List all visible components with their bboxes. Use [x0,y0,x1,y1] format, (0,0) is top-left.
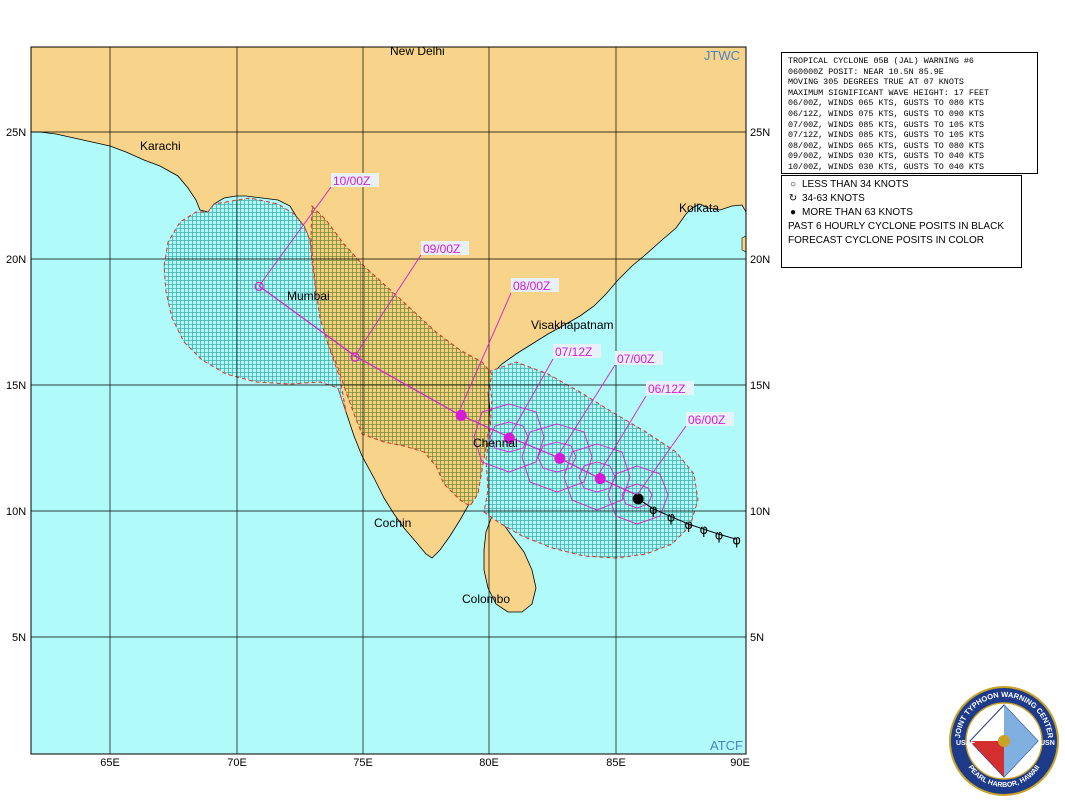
past-position-marker: φ [649,503,658,518]
city-label-colombo: Colombo [462,592,510,606]
warning-wind-line: 06/12Z, WINDS 075 KTS, GUSTS TO 090 KTS [788,108,985,119]
past-track-segment [653,508,672,518]
warning-info-box: TROPICAL CYCLONE 05B (JAL) WARNING #6 06… [781,52,1038,174]
lat-label: 25N [750,127,770,139]
lat-label: 20N [6,254,26,266]
legend-label: 34-63 KNOTS [802,193,865,204]
past-track: φφφ φ φ φ [637,498,741,548]
tropical-storm-icon: ↻ [788,193,798,204]
lon-label: 70E [227,757,247,769]
lat-label: 10N [6,506,26,518]
legend-item: ● MORE THAN 63 KNOTS [788,206,1015,220]
graticule [31,47,746,754]
danger-area-ocean [163,197,699,559]
past-position-marker: φ [715,528,724,543]
past-position-marker: φ [667,511,676,526]
lat-label: 5N [12,632,26,644]
svg-text:USN: USN [1040,740,1055,747]
city-label-kolkata: Kolkata [679,201,719,215]
warning-title: TROPICAL CYCLONE 05B (JAL) WARNING #6 [788,56,974,66]
city-label-chennai: Chennai [473,436,518,450]
forecast-label-09-00z: 09/00Z [423,242,460,256]
lat-label: 10N [750,506,770,518]
warning-wind-line: 07/00Z, WINDS 085 KTS, GUSTS TO 105 KTS [788,119,985,130]
jtwc-seal-logo: JOINT TYPHOON WARNING CENTER PEARL HARBO… [949,686,1059,796]
forecast-position-marker [455,409,467,421]
forecast-position-marker [503,432,515,444]
legend-box: ○ LESS THAN 34 KNOTS ↻ 34-63 KNOTS ● MOR… [781,175,1022,268]
forecast-label-08-00z: 08/00Z [513,279,550,293]
forecast-position-marker [350,352,360,362]
legend-label: MORE THAN 63 KNOTS [802,207,913,218]
lon-label: 75E [353,757,373,769]
open-circle-icon: ○ [789,179,797,190]
warning-wind-line: 08/00Z, WINDS 065 KTS, GUSTS TO 080 KTS [788,140,985,151]
lon-label: 85E [606,757,626,769]
legend-note-forecast: FORECAST CYCLONE POSITS IN COLOR [788,235,984,246]
warning-position: 060000Z POSIT: NEAR 10.5N 85.9E [788,66,944,77]
warning-wind-line: 07/12Z, WINDS 085 KTS, GUSTS TO 105 KTS [788,130,985,141]
lat-label: 15N [6,380,26,392]
lat-label: 25N [6,127,26,139]
forecast-label-06-12z: 06/12Z [648,382,685,396]
city-label-new-delhi: New Delhi [390,44,445,58]
lat-label: 20N [750,254,770,266]
lon-label: 90E [730,757,750,769]
warning-movement: MOVING 305 DEGREES TRUE AT 07 KNOTS [788,77,964,88]
past-position-marker: φ [684,518,693,533]
legend-item: ○ LESS THAN 34 KNOTS [788,178,1015,192]
past-track-segment [718,533,737,540]
forecast-position-marker [632,493,644,505]
warning-wind-line: 06/00Z, WINDS 065 KTS, GUSTS TO 080 KTS [788,98,985,109]
warning-wind-line: 10/00Z, WINDS 030 KTS, GUSTS TO 040 KTS [788,161,985,172]
landmass-sri-lanka [483,515,537,613]
legend-note-past: PAST 6 HOURLY CYCLONE POSITS IN BLACK [788,221,1004,232]
forecast-label-07-12z: 07/12Z [555,345,592,359]
agency-label-top: JTWC [704,48,740,63]
forecast-position-marker [554,452,566,464]
past-position-marker: φ [732,533,741,548]
past-position-marker: φ [700,523,709,538]
legend-label: LESS THAN 34 KNOTS [802,179,909,190]
svg-text:USAF: USAF [956,740,976,747]
typhoon-icon: ● [789,207,797,218]
legend-item: ↻ 34-63 KNOTS [788,192,1015,206]
past-track-segment [688,523,705,530]
forecast-label-10-00z: 10/00Z [333,174,370,188]
lat-labels-left: 25N 20N 15N 10N 5N [6,127,26,644]
forecast-position-marker [594,473,606,485]
warning-wave-height: MAXIMUM SIGNIFICANT WAVE HEIGHT: 17 FEET [788,87,990,98]
city-label-karachi: Karachi [140,139,181,153]
city-label-cochin: Cochin [374,516,411,530]
lon-label: 65E [100,757,120,769]
past-track-segment [670,516,689,525]
lon-label: 80E [479,757,499,769]
lon-labels: 65E 70E 75E 80E 85E 90E [100,757,750,769]
andaman-islands [741,235,746,253]
lat-label: 15N [750,380,770,392]
danger-area-land [310,204,493,507]
forecast-position-marker [254,281,264,291]
agency-label-bottom: ATCF [710,738,743,753]
wind-radii [473,403,669,525]
city-labels: New Delhi Karachi Kolkata Mumbai Visakha… [140,44,719,606]
lat-labels-right: 25N 20N 15N 10N 5N [750,127,770,644]
city-label-visakhapatnam: Visakhapatnam [531,318,614,332]
forecast-label-07-00z: 07/00Z [617,352,654,366]
warning-wind-line: 09/00Z, WINDS 030 KTS, GUSTS TO 040 KTS [788,151,985,162]
forecast-labels: 06/00Z 06/12Z 07/00Z 07/12Z 08/00Z 09/00… [258,173,734,496]
forecast-label-06-00z: 06/00Z [688,413,725,427]
city-label-mumbai: Mumbai [287,289,330,303]
past-track-segment [703,528,720,535]
lat-label: 5N [750,632,764,644]
